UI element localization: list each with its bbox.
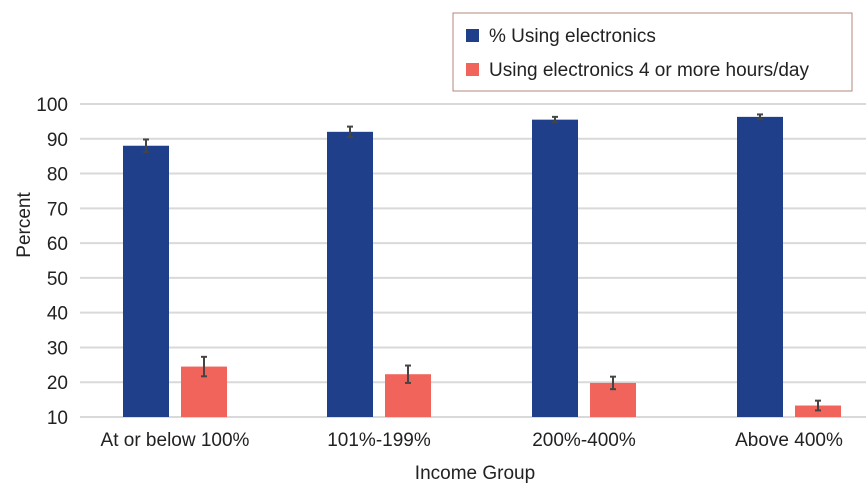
x-axis-ticks: At or below 100% 101%-199% 200%-400% Above … (101, 430, 843, 451)
x-axis-title: Income Group (415, 463, 535, 484)
legend-label-series-2: Using electronics 4 or more hours/day (489, 60, 809, 81)
bars (123, 113, 841, 418)
y-tick-label: 90 (47, 130, 68, 151)
legend-box (452, 12, 853, 92)
x-tick-label: 101%-199% (327, 430, 431, 451)
y-tick-label: 60 (47, 234, 68, 255)
bar-series-1 (327, 131, 373, 418)
y-tick-label: 20 (47, 373, 68, 394)
y-tick-label: 100 (36, 95, 68, 116)
bar-series-1 (123, 145, 169, 417)
y-axis-title: Percent (14, 192, 35, 258)
y-tick-label: 40 (47, 304, 68, 325)
legend-label-series-1: % Using electronics (489, 26, 656, 47)
bar-series-1 (532, 119, 578, 418)
y-tick-label: 80 (47, 165, 68, 186)
legend-swatch-series-2 (466, 63, 479, 76)
y-tick-label: 70 (47, 199, 68, 220)
y-tick-label: 50 (47, 269, 68, 290)
x-tick-label: Above 400% (735, 430, 843, 451)
y-tick-label: 30 (47, 338, 68, 359)
x-tick-label: At or below 100% (101, 430, 250, 451)
bar-series-1 (737, 116, 783, 418)
y-tick-label: 10 (47, 408, 68, 429)
legend: % Using electronics Using electronics 4 … (452, 12, 853, 92)
y-axis-ticks: 10 20 30 40 50 60 70 80 90 100 (36, 95, 68, 429)
legend-swatch-series-1 (466, 29, 479, 42)
x-tick-label: 200%-400% (532, 430, 636, 451)
